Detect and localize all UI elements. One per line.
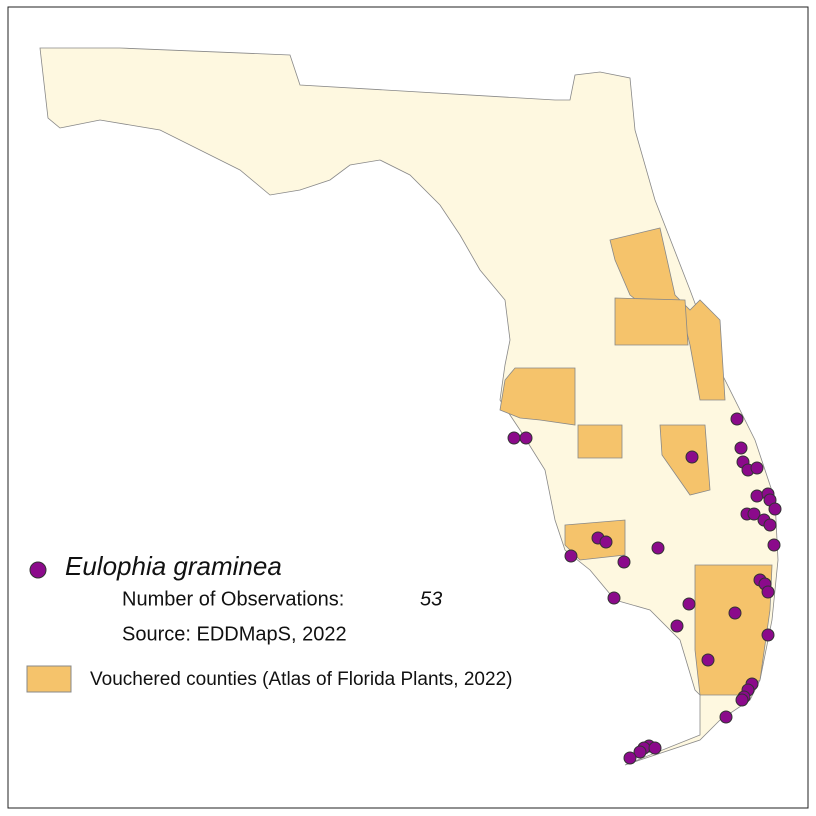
legend-dot [29, 561, 47, 579]
vouchered-label: Vouchered counties (Atlas of Florida Pla… [90, 669, 512, 690]
observation-dot [767, 538, 781, 552]
observation-dot [617, 555, 631, 569]
florida [39, 47, 779, 766]
observations-count: 53 [420, 588, 442, 610]
observations [507, 412, 782, 765]
observation-dot [623, 751, 637, 765]
observation-dot [735, 693, 749, 707]
observation-dot [599, 535, 613, 549]
observation-dot [670, 619, 684, 633]
observation-dot [763, 518, 777, 532]
observation-dot [761, 585, 775, 599]
observation-dot [768, 502, 782, 516]
observation-dot [519, 431, 533, 445]
observation-dot [607, 591, 621, 605]
observation-dot [682, 597, 696, 611]
source: Source: EDDMapS, 2022 [122, 623, 347, 645]
observation-dot [651, 541, 665, 555]
observation-dot [564, 549, 578, 563]
observations-label: Number of Observations: [122, 588, 344, 610]
observation-dot [701, 653, 715, 667]
observation-dot [633, 745, 647, 759]
observation-dot [761, 628, 775, 642]
observation-dot [507, 431, 521, 445]
species-name: Eulophia graminea [65, 551, 282, 581]
observation-dot [747, 507, 761, 521]
observation-dot [648, 741, 662, 755]
legend-swatch [26, 665, 72, 693]
observation-dot [750, 489, 764, 503]
observation-dot [728, 606, 742, 620]
observation-dot [719, 710, 733, 724]
observation-dot [685, 450, 699, 464]
observation-dot [750, 461, 764, 475]
observation-dot [734, 441, 748, 455]
observation-dot [730, 412, 744, 426]
